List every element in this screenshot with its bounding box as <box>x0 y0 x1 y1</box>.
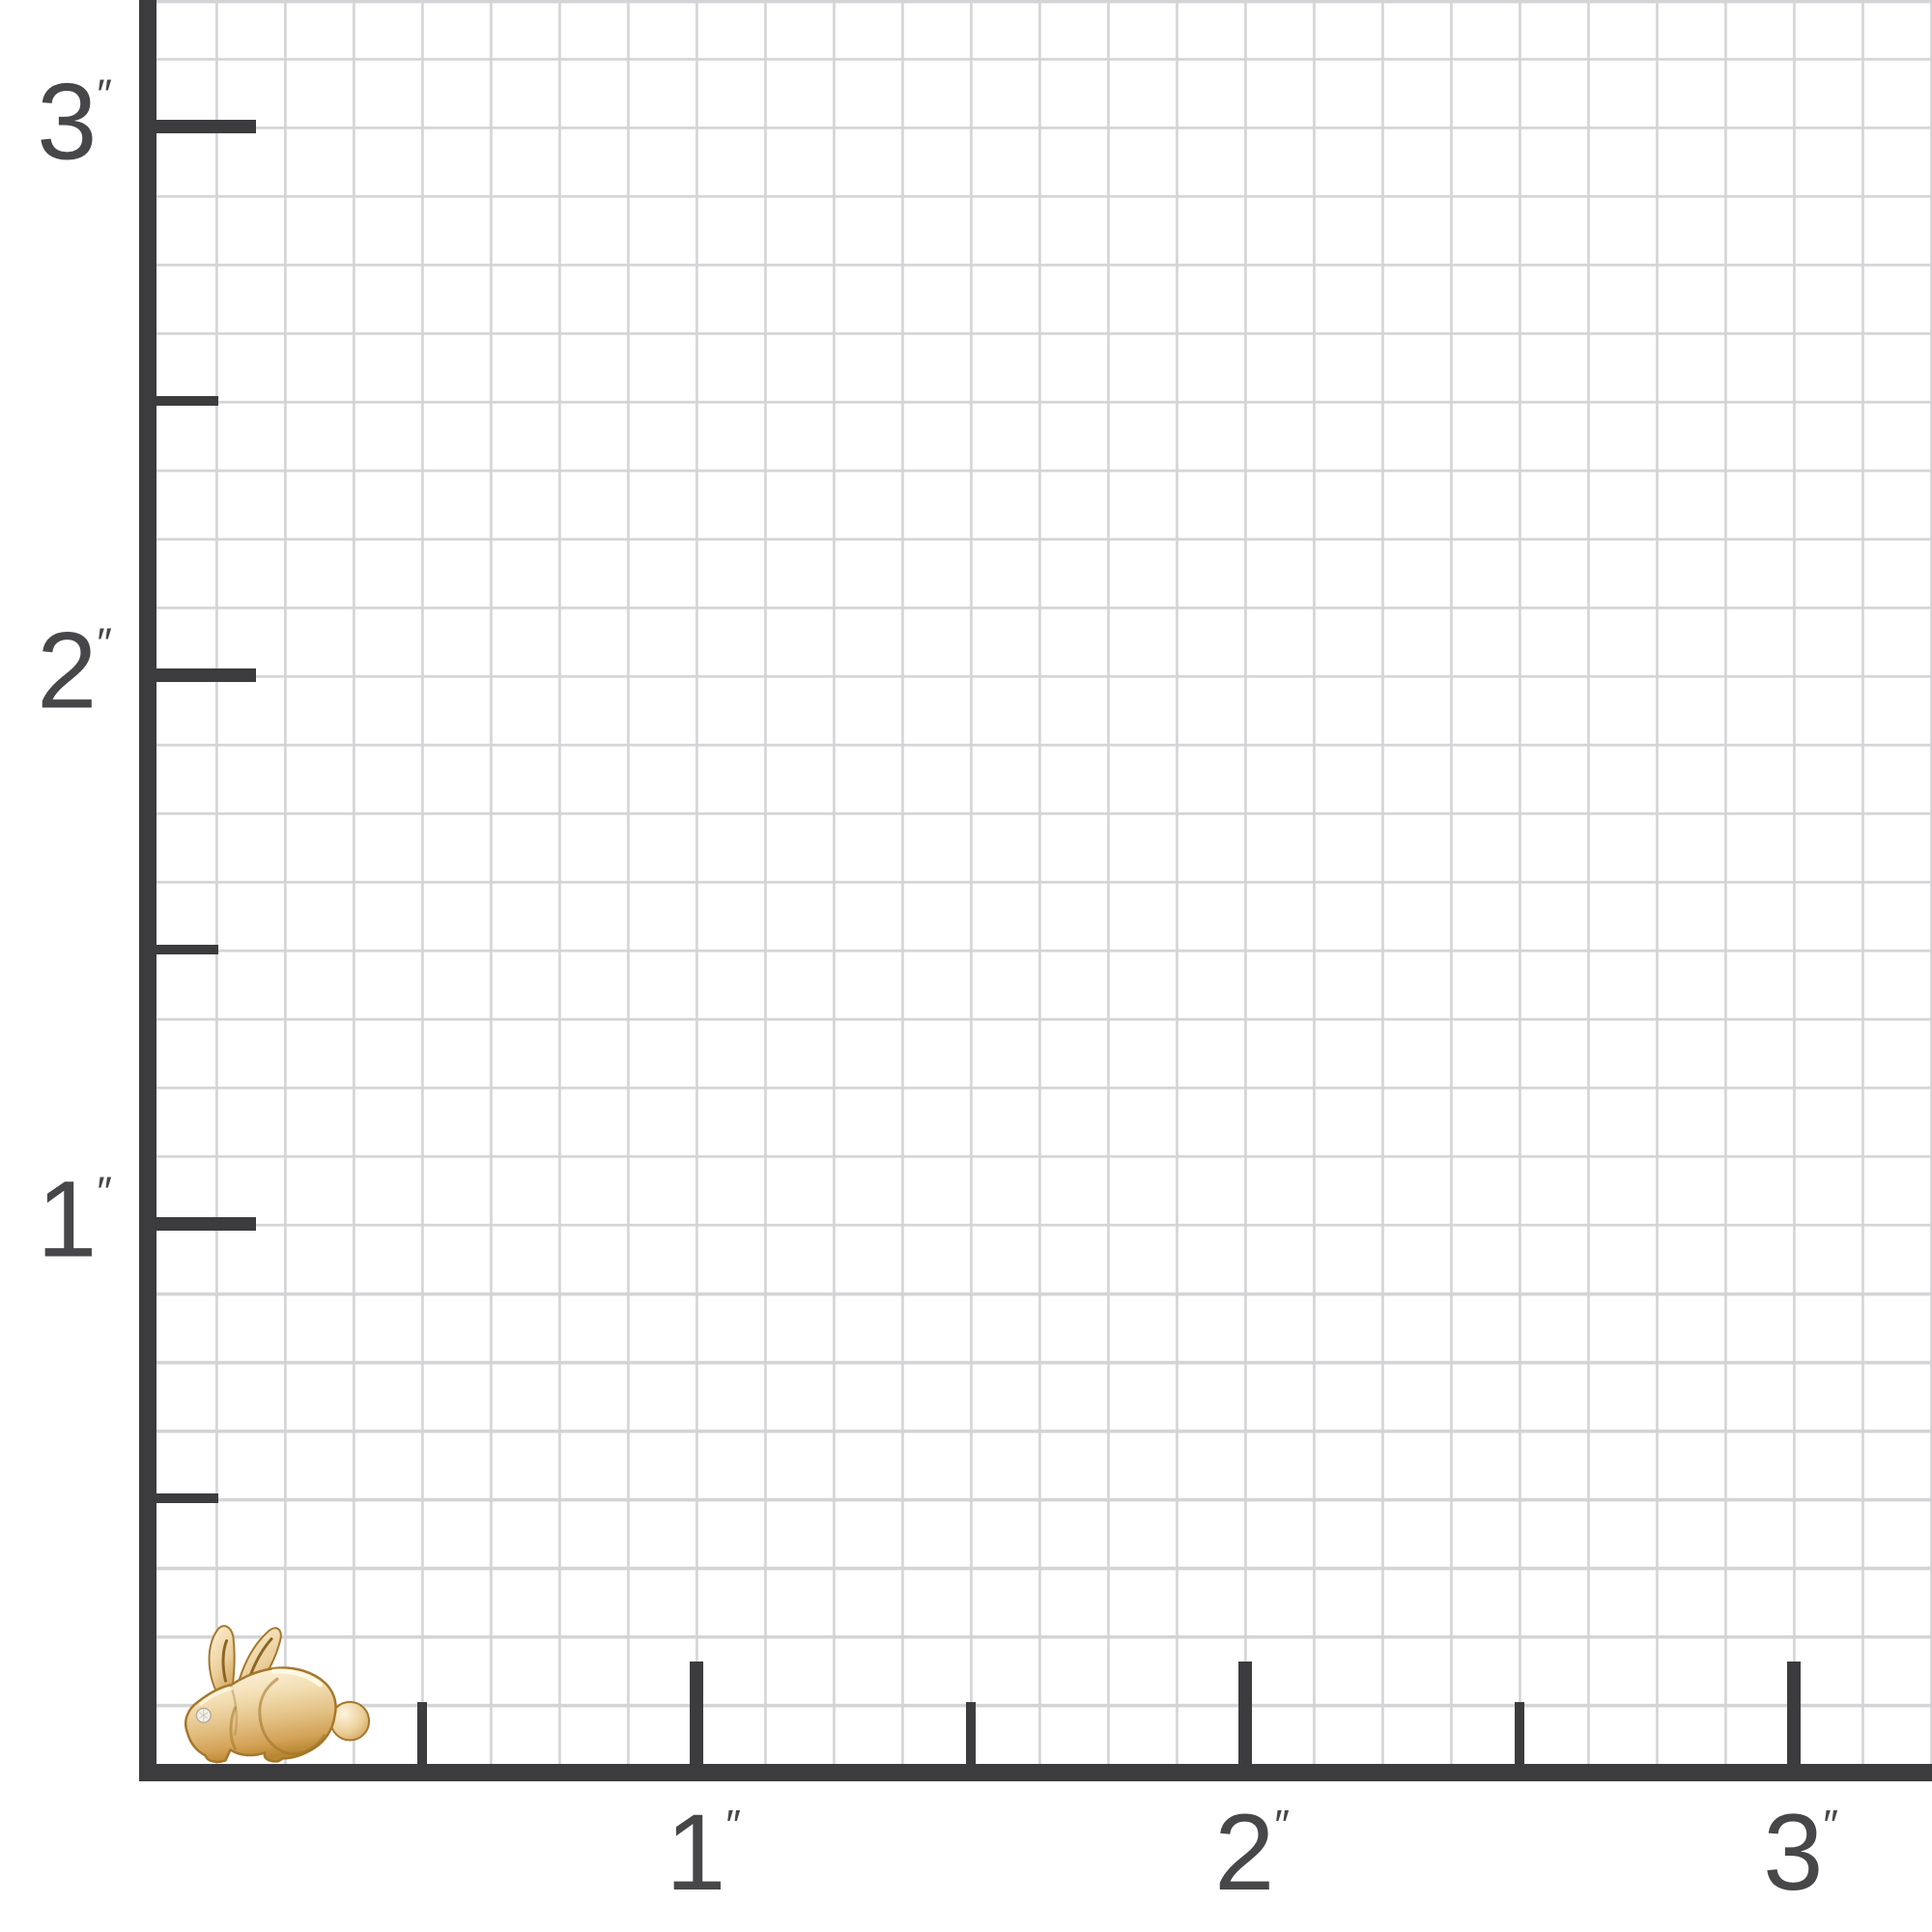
inch-mark-icon: ″ <box>1823 1802 1840 1849</box>
x-axis-label-3in: 3″ <box>1763 1799 1840 1907</box>
y-axis-tick-0-5in <box>148 1493 218 1503</box>
x-axis-tick-2-5in <box>1515 1702 1524 1764</box>
x-axis-label-2in: 2″ <box>1214 1799 1292 1907</box>
y-label-3-number: 3 <box>37 61 98 183</box>
y-axis-label-1in: 1″ <box>0 1165 114 1274</box>
x-label-3-number: 3 <box>1763 1792 1824 1913</box>
y-axis-tick-1in <box>148 1217 256 1231</box>
graph-paper-grid <box>148 0 1932 1773</box>
x-label-2-number: 2 <box>1214 1792 1275 1913</box>
x-axis-tick-3in <box>1787 1662 1801 1764</box>
y-axis-tick-1-5in <box>148 945 218 954</box>
y-axis-label-3in: 3″ <box>0 68 114 177</box>
y-axis-tick-2-5in <box>148 396 218 406</box>
x-axis-label-1in: 1″ <box>666 1799 743 1907</box>
inch-mark-icon: ″ <box>97 619 114 668</box>
y-label-1-number: 1 <box>37 1158 98 1280</box>
inch-mark-icon: ″ <box>97 1168 114 1216</box>
y-axis-label-2in: 2″ <box>0 616 114 725</box>
x-axis-tick-0-5in <box>417 1702 427 1764</box>
x-axis-tick-1-5in <box>966 1702 976 1764</box>
rabbit-diamond-eye <box>195 1707 212 1723</box>
rabbit-shading <box>199 1668 326 1756</box>
rabbit-charm-image <box>184 1625 371 1764</box>
x-label-1-number: 1 <box>666 1792 726 1913</box>
y-axis-tick-2in <box>148 668 256 682</box>
inch-mark-icon: ″ <box>1274 1802 1292 1849</box>
inch-mark-icon: ″ <box>97 71 114 119</box>
x-axis-tick-2in <box>1238 1662 1252 1764</box>
y-axis-tick-3in <box>148 120 256 133</box>
y-axis-line <box>139 0 156 1781</box>
x-axis-tick-1in <box>690 1662 703 1764</box>
x-axis-line <box>139 1764 1932 1781</box>
inch-mark-icon: ″ <box>725 1802 743 1849</box>
y-label-2-number: 2 <box>37 610 98 731</box>
